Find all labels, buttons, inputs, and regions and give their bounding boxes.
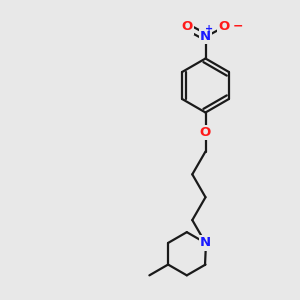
Text: N: N xyxy=(200,236,211,250)
Text: O: O xyxy=(200,126,211,140)
Text: −: − xyxy=(232,19,243,32)
Text: O: O xyxy=(218,20,230,34)
Text: N: N xyxy=(200,30,211,44)
Text: +: + xyxy=(205,23,213,34)
Text: O: O xyxy=(181,20,193,34)
